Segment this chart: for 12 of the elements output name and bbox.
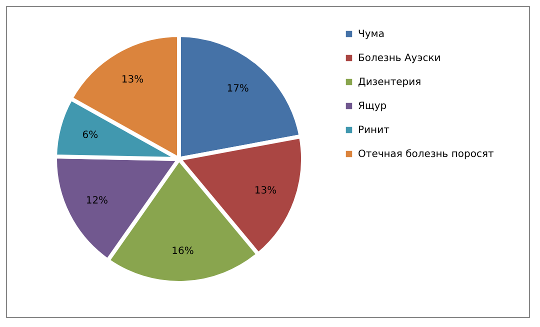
legend-label: Отечная болезнь поросят [358,149,494,160]
data-label: 13% [121,74,144,86]
data-label: 16% [172,246,194,257]
data-label: 13% [254,185,277,196]
data-label: 12% [86,196,108,207]
legend-label: Ринит [358,125,390,136]
legend-label: Чума [358,29,384,40]
legend-label: Дизентерия [358,77,422,88]
legend-label: Болезнь Ауэски [358,53,441,64]
data-label: 6% [82,130,98,141]
data-label: 17% [226,83,249,94]
legend-label: Ящур [358,101,387,112]
